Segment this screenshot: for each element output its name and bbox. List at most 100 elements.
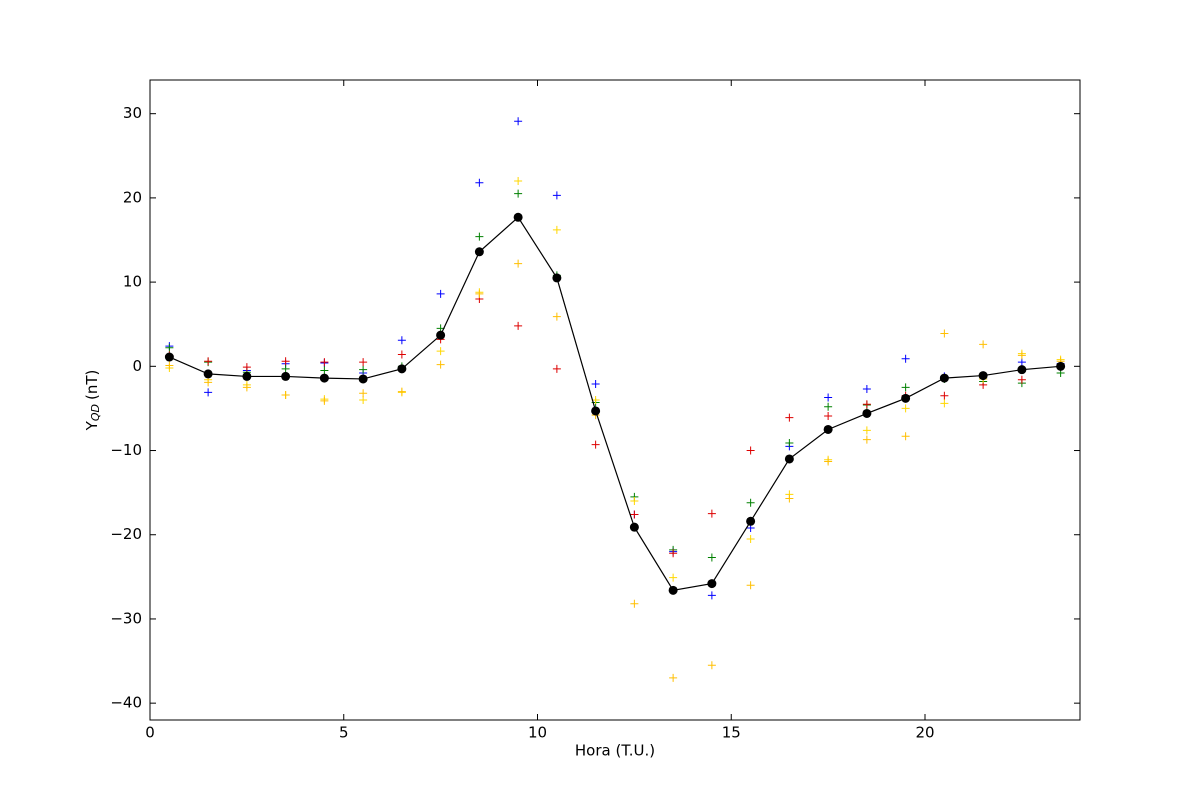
plus-marker xyxy=(204,388,213,397)
plus-marker xyxy=(785,494,794,503)
plus-marker xyxy=(746,581,755,590)
plot-frame xyxy=(149,79,1081,721)
plus-marker xyxy=(1017,375,1026,384)
mean-point xyxy=(474,247,484,257)
y-tick-label: −30 xyxy=(110,609,142,627)
mean-point xyxy=(281,371,291,381)
y-tick-label: −40 xyxy=(110,694,142,712)
y-label-sub: QD xyxy=(89,404,102,421)
mean-point xyxy=(203,369,213,379)
mean-point xyxy=(823,424,833,434)
plus-marker xyxy=(1017,351,1026,360)
y-tick-label: 20 xyxy=(123,188,142,206)
plus-marker xyxy=(514,321,523,330)
plus-marker xyxy=(824,412,833,420)
plus-marker xyxy=(320,396,329,405)
plus-marker xyxy=(940,399,949,408)
mean-point xyxy=(668,585,678,595)
plus-marker xyxy=(552,225,561,234)
mean-point xyxy=(319,373,329,383)
mean-point xyxy=(513,212,523,222)
plus-marker xyxy=(320,358,329,367)
mean-line xyxy=(169,216,1061,591)
plus-marker xyxy=(707,591,716,600)
plus-marker xyxy=(436,360,445,369)
plus-marker xyxy=(785,438,794,447)
plus-marker xyxy=(707,661,716,670)
plus-marker xyxy=(707,553,716,562)
plus-marker xyxy=(552,364,561,373)
plus-marker xyxy=(359,358,368,367)
x-tick-label: 0 xyxy=(145,724,155,742)
x-tick-label: 15 xyxy=(722,724,741,742)
plus-marker xyxy=(746,534,755,543)
plus-marker xyxy=(785,413,794,422)
mean-point xyxy=(242,371,252,381)
mean-point xyxy=(707,579,717,589)
y-tick-label: 30 xyxy=(123,104,142,122)
plus-marker xyxy=(901,404,910,413)
y-label-main: Y xyxy=(83,420,101,431)
mean-point xyxy=(746,516,756,526)
y-tick-label: −20 xyxy=(110,525,142,543)
y-label-unit: (nT) xyxy=(83,370,101,400)
plot-area xyxy=(150,80,1080,720)
plus-marker xyxy=(397,387,406,396)
plus-marker xyxy=(862,400,871,409)
mean-point xyxy=(164,352,174,362)
plus-marker xyxy=(397,336,406,345)
plus-marker xyxy=(359,389,368,398)
plus-marker xyxy=(165,343,174,352)
mean-point xyxy=(1056,361,1066,371)
plus-marker xyxy=(940,391,949,400)
mean-point xyxy=(862,408,872,418)
plus-marker xyxy=(630,497,639,506)
mean-point xyxy=(552,273,562,283)
plus-marker xyxy=(552,191,561,200)
plus-marker xyxy=(824,393,833,402)
plus-marker xyxy=(397,350,406,359)
plus-marker xyxy=(591,380,600,388)
plus-marker xyxy=(281,364,290,373)
plus-marker xyxy=(204,357,213,366)
plus-marker xyxy=(475,289,484,298)
mean-point xyxy=(1017,365,1027,375)
plus-marker xyxy=(320,366,329,375)
plus-marker xyxy=(591,440,600,449)
plus-marker xyxy=(475,232,484,241)
plus-marker xyxy=(746,498,755,507)
plus-marker xyxy=(514,189,523,198)
plus-marker xyxy=(901,354,910,363)
plus-marker xyxy=(281,390,290,399)
y-tick-label: −10 xyxy=(110,441,142,459)
plus-marker xyxy=(514,117,523,126)
x-tick-label: 5 xyxy=(339,724,349,742)
plus-marker xyxy=(242,363,251,372)
plus-marker xyxy=(901,383,910,392)
plus-marker xyxy=(281,357,290,366)
x-tick-label: 20 xyxy=(915,724,934,742)
y-tick-label: 0 xyxy=(132,357,142,375)
plus-marker xyxy=(979,340,988,349)
plus-marker xyxy=(669,549,678,558)
plus-marker xyxy=(204,378,213,387)
plus-marker xyxy=(359,396,368,404)
plus-marker xyxy=(359,365,368,374)
plus-marker xyxy=(901,432,910,441)
plus-marker xyxy=(824,457,833,466)
mean-point xyxy=(397,364,407,374)
mean-point xyxy=(901,393,911,403)
plus-marker xyxy=(436,347,445,356)
plus-marker xyxy=(514,259,523,268)
plus-marker xyxy=(862,385,871,394)
plus-marker xyxy=(475,178,484,187)
plus-marker xyxy=(862,426,871,435)
plot-marks xyxy=(164,117,1066,682)
plus-marker xyxy=(862,435,871,444)
y-axis-label: YQD (nT) xyxy=(83,370,103,432)
plus-marker xyxy=(707,509,716,518)
mean-point xyxy=(358,374,368,384)
mean-point xyxy=(939,373,949,383)
plus-marker xyxy=(824,402,833,411)
